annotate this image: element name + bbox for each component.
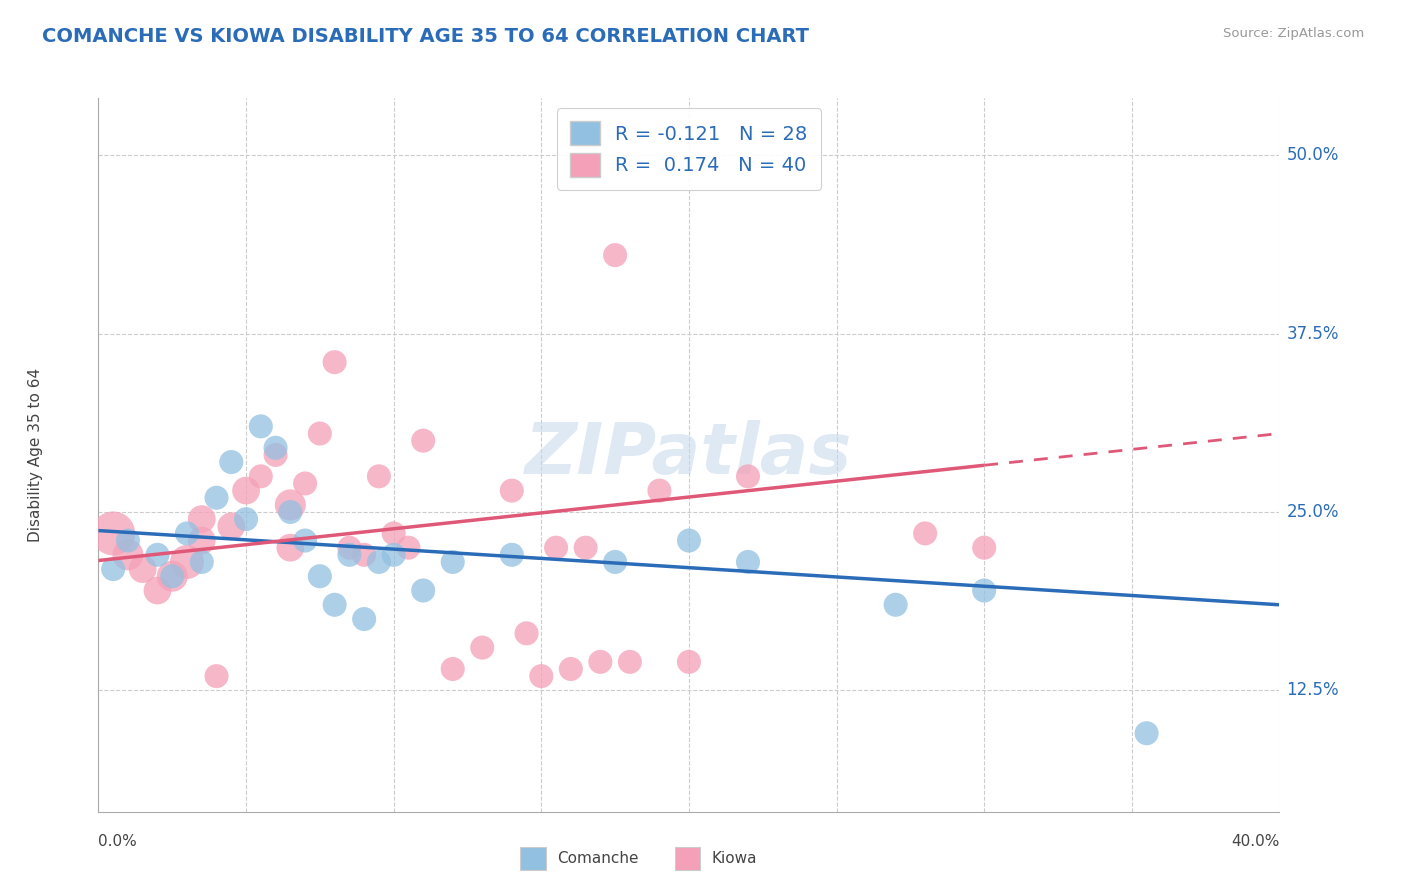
Point xyxy=(396,541,419,555)
Point xyxy=(412,434,434,448)
Text: Source: ZipAtlas.com: Source: ZipAtlas.com xyxy=(1223,27,1364,40)
Text: Comanche: Comanche xyxy=(557,851,638,866)
Point xyxy=(382,548,405,562)
Point xyxy=(382,526,405,541)
Point xyxy=(605,555,627,569)
Text: 50.0%: 50.0% xyxy=(1286,146,1339,164)
Point xyxy=(353,548,375,562)
Text: 40.0%: 40.0% xyxy=(1232,834,1279,849)
Point xyxy=(441,662,464,676)
Point xyxy=(619,655,641,669)
Point xyxy=(973,541,995,555)
Point xyxy=(219,519,242,533)
Point xyxy=(678,655,700,669)
Point xyxy=(914,526,936,541)
Text: Kiowa: Kiowa xyxy=(711,851,756,866)
Point xyxy=(294,533,316,548)
Point xyxy=(278,498,302,512)
Point xyxy=(368,555,391,569)
Text: ZIPatlas: ZIPatlas xyxy=(526,420,852,490)
Point xyxy=(278,541,302,555)
Point xyxy=(264,448,287,462)
Point xyxy=(441,555,464,569)
Point xyxy=(103,526,125,541)
Text: 12.5%: 12.5% xyxy=(1286,681,1339,699)
Text: Disability Age 35 to 64: Disability Age 35 to 64 xyxy=(28,368,42,542)
Point xyxy=(176,526,198,541)
Text: 37.5%: 37.5% xyxy=(1286,325,1339,343)
Point xyxy=(117,548,139,562)
Point xyxy=(191,512,214,526)
Point xyxy=(501,483,523,498)
Point xyxy=(560,662,582,676)
Point xyxy=(412,583,434,598)
Point xyxy=(589,655,612,669)
Point xyxy=(884,598,907,612)
Point xyxy=(605,248,627,262)
Point xyxy=(737,555,759,569)
Point xyxy=(250,469,273,483)
Point xyxy=(368,469,391,483)
Point xyxy=(205,491,228,505)
Point xyxy=(973,583,995,598)
Point xyxy=(323,355,346,369)
Point xyxy=(146,548,169,562)
Point xyxy=(337,541,360,555)
Point xyxy=(353,612,375,626)
Point xyxy=(515,626,537,640)
Point xyxy=(309,426,332,441)
Legend: R = -0.121   N = 28, R =  0.174   N = 40: R = -0.121 N = 28, R = 0.174 N = 40 xyxy=(557,108,821,190)
Point xyxy=(574,541,596,555)
Text: 0.0%: 0.0% xyxy=(98,834,138,849)
Point xyxy=(294,476,316,491)
Point xyxy=(191,533,214,548)
Point xyxy=(501,548,523,562)
Point xyxy=(1135,726,1157,740)
Point xyxy=(678,533,700,548)
Point xyxy=(132,562,155,576)
Text: COMANCHE VS KIOWA DISABILITY AGE 35 TO 64 CORRELATION CHART: COMANCHE VS KIOWA DISABILITY AGE 35 TO 6… xyxy=(42,27,810,45)
Point xyxy=(544,541,567,555)
Point xyxy=(471,640,494,655)
Point xyxy=(146,583,169,598)
Point xyxy=(117,533,139,548)
Point xyxy=(309,569,332,583)
Point xyxy=(176,555,198,569)
Point xyxy=(530,669,553,683)
Point xyxy=(264,441,287,455)
Point xyxy=(191,555,214,569)
Point xyxy=(162,569,183,583)
Point xyxy=(278,505,302,519)
Point xyxy=(648,483,671,498)
Point xyxy=(235,512,257,526)
Point xyxy=(219,455,242,469)
Point xyxy=(162,569,183,583)
Point xyxy=(205,669,228,683)
Point xyxy=(337,548,360,562)
Point xyxy=(737,469,759,483)
Point xyxy=(323,598,346,612)
Point xyxy=(250,419,273,434)
Point xyxy=(103,562,125,576)
Text: 25.0%: 25.0% xyxy=(1286,503,1339,521)
Point xyxy=(235,483,257,498)
